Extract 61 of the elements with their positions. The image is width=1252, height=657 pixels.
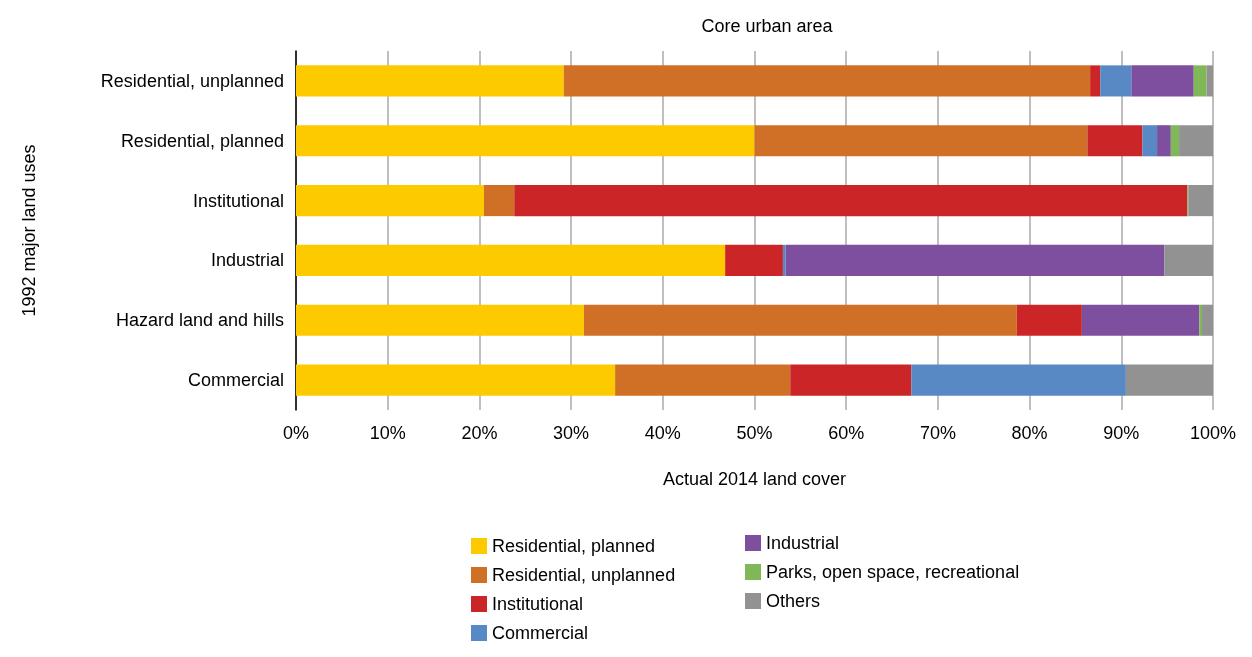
y-tick-label: Residential, planned [120,130,284,151]
x-tick-label: 20% [461,423,498,443]
bar [296,244,726,276]
y-tick-label: Industrial [210,250,284,271]
y-tick-label: Commercial [187,370,284,391]
bar [1170,125,1180,157]
y-tick-label: Institutional [192,190,284,211]
bar [1179,125,1213,157]
bar [1188,185,1213,217]
bar [514,185,1188,217]
bar [296,125,755,157]
bar [1206,65,1213,97]
bar [785,244,1165,276]
legend-label: Institutional [492,594,584,614]
legend-label: Residential, planned [492,536,656,556]
bar [615,364,791,396]
bar [1087,125,1143,157]
bar [1125,364,1213,396]
bar [1164,244,1213,276]
bar [754,125,1088,157]
x-tick-label: 30% [553,423,590,443]
bar [296,364,616,396]
x-tick-label: 60% [828,423,865,443]
bar [296,185,484,217]
legend-label: Parks, open space, recreational [766,562,1020,582]
bar [1090,65,1101,97]
x-tick-label: 80% [1011,423,1048,443]
x-tick-label: 70% [919,423,956,443]
bar [1016,304,1082,336]
bar [725,244,783,276]
bar [563,65,1091,97]
y-axis-title: 1992 major land uses [19,144,39,317]
y-tick-label: Hazard land and hills [115,310,284,331]
legend-label: Residential, unplanned [492,565,676,585]
legend-label: Commercial [492,623,589,643]
x-tick-label: 0% [282,423,310,443]
bar [1193,65,1207,97]
legend-label: Industrial [766,533,840,553]
bar [1157,125,1171,157]
y-tick-label: Residential, unplanned [100,70,284,91]
x-tick-label: 10% [369,423,406,443]
bar [1081,304,1200,336]
legend-label: Others [766,591,821,611]
x-tick-label: 100% [1189,423,1237,443]
bar [790,364,912,396]
chart-title: Core urban area [701,16,834,36]
bar [583,304,1017,336]
x-tick-label: 40% [644,423,681,443]
x-tick-label: 90% [1103,423,1140,443]
bar [296,65,564,97]
bar [1199,304,1202,336]
x-axis-title: Actual 2014 land cover [662,469,847,489]
bar [1100,65,1132,97]
bar [911,364,1126,396]
bar [782,244,786,276]
bar [1202,304,1213,336]
x-tick-label: 50% [736,423,773,443]
bar [296,304,584,336]
bar [1131,65,1194,97]
bar [1142,125,1158,157]
bar [483,185,515,217]
